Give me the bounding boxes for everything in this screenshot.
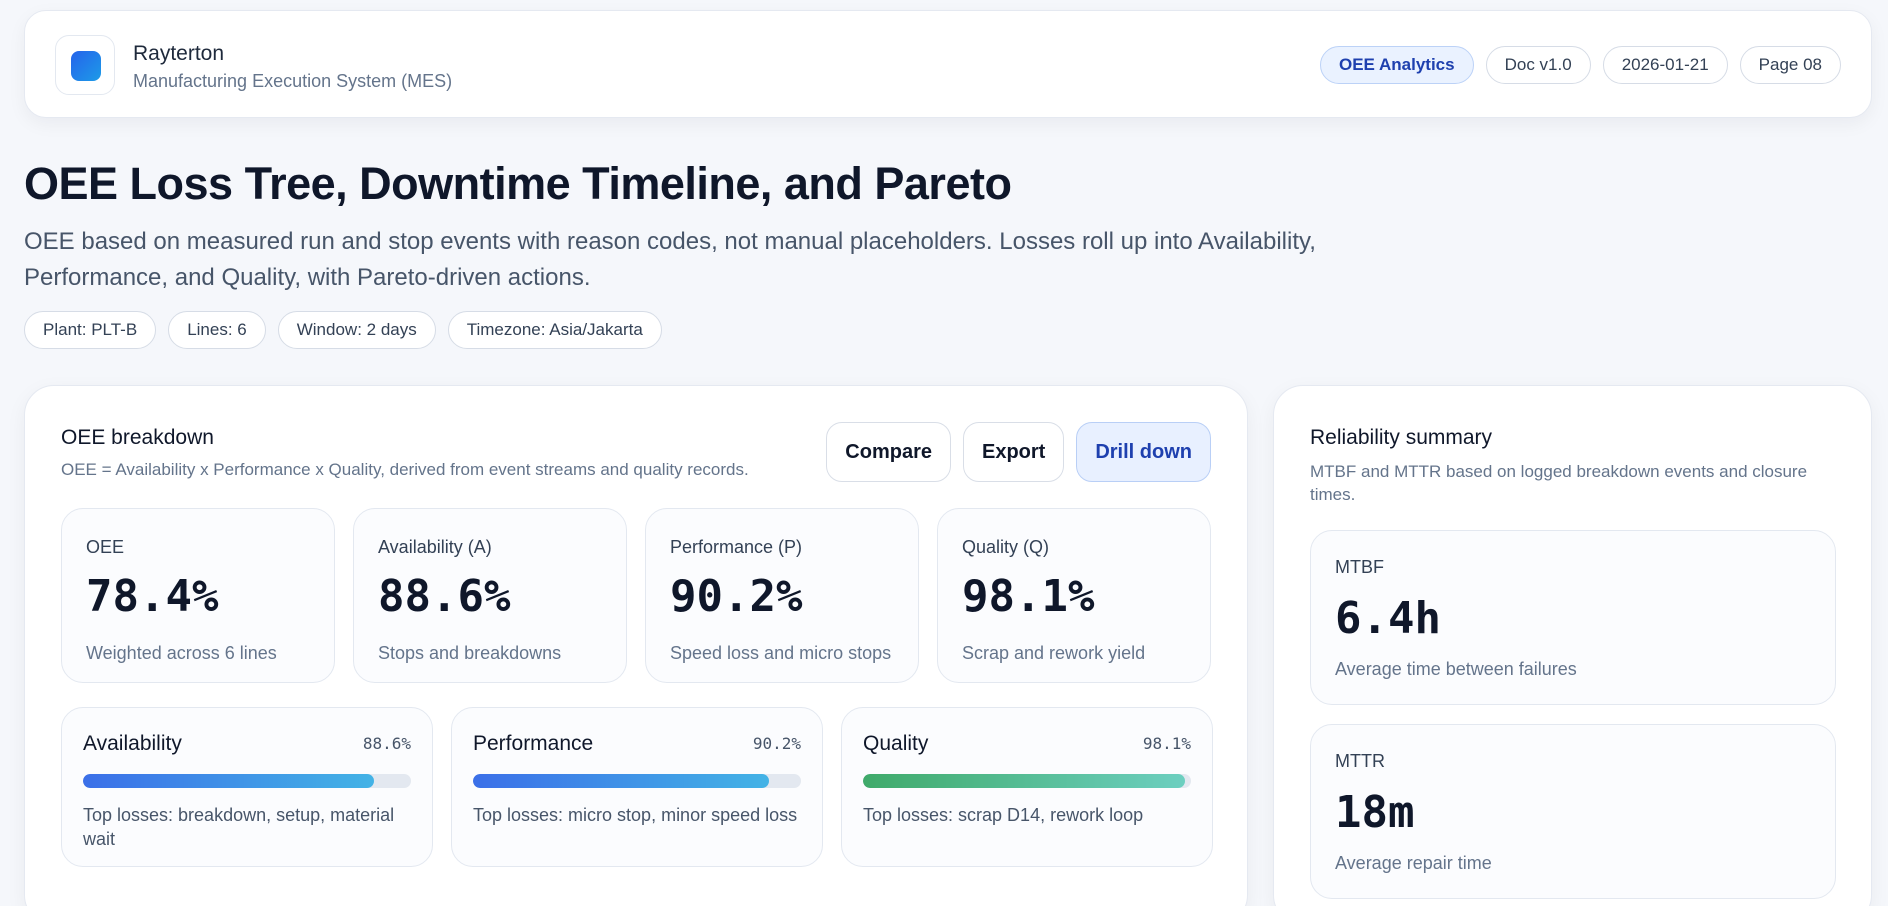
loss-note: Top losses: breakdown, setup, material w… bbox=[83, 805, 395, 849]
loss-card-availability[interactable]: Availability 88.6% Top losses: breakdown… bbox=[61, 707, 433, 867]
loss-card-quality[interactable]: Quality 98.1% Top losses: scrap D14, rew… bbox=[841, 707, 1213, 867]
progress-fill bbox=[473, 774, 769, 788]
kpi-note: Scrap and rework yield bbox=[962, 643, 1146, 663]
card-title: OEE breakdown bbox=[61, 426, 214, 449]
kpi-label: Availability (A) bbox=[378, 537, 492, 557]
card-subtitle: MTBF and MTTR based on logged breakdown … bbox=[1310, 462, 1808, 504]
metric-note: Average time between failures bbox=[1335, 659, 1577, 679]
loss-name: Quality bbox=[863, 732, 929, 755]
meta-chip-window: Window: 2 days bbox=[277, 311, 436, 349]
card-subtitle: OEE = Availability x Performance x Quali… bbox=[61, 460, 749, 479]
header-chips: OEE Analytics Doc v1.0 2026-01-21 Page 0… bbox=[1320, 46, 1841, 84]
meta-chips: Plant: PLT-B Lines: 6 Window: 2 days Tim… bbox=[24, 311, 662, 349]
metric-value: 18m bbox=[1335, 787, 1415, 838]
metric-value: 6.4h bbox=[1335, 593, 1441, 644]
progress-track bbox=[473, 774, 801, 788]
metric-label: MTTR bbox=[1335, 751, 1385, 771]
brand-name: Rayterton bbox=[133, 42, 225, 65]
chip-page: Page 08 bbox=[1739, 46, 1841, 84]
app-logo bbox=[55, 35, 115, 95]
loss-card-performance[interactable]: Performance 90.2% Top losses: micro stop… bbox=[451, 707, 823, 867]
chip-section[interactable]: OEE Analytics bbox=[1320, 46, 1474, 84]
meta-chip-lines: Lines: 6 bbox=[168, 311, 266, 349]
kpi-value: 98.1% bbox=[962, 571, 1095, 622]
top-header: Rayterton Manufacturing Execution System… bbox=[24, 10, 1872, 118]
mtbf-card[interactable]: MTBF 6.4h Average time between failures bbox=[1310, 530, 1836, 705]
kpi-value: 78.4% bbox=[86, 571, 219, 622]
page-description: OEE based on measured run and stop event… bbox=[24, 228, 1316, 291]
page-title: OEE Loss Tree, Downtime Timeline, and Pa… bbox=[24, 158, 1012, 209]
chip-date: 2026-01-21 bbox=[1602, 46, 1728, 84]
kpi-card-quality[interactable]: Quality (Q) 98.1% Scrap and rework yield bbox=[937, 508, 1211, 683]
reliability-summary-card: Reliability summary MTBF and MTTR based … bbox=[1273, 385, 1872, 906]
export-button[interactable]: Export bbox=[962, 422, 1065, 482]
logo-icon bbox=[71, 51, 101, 81]
loss-percent: 98.1% bbox=[1142, 734, 1191, 753]
loss-name: Performance bbox=[473, 732, 594, 755]
kpi-card-availability[interactable]: Availability (A) 88.6% Stops and breakdo… bbox=[353, 508, 627, 683]
progress-fill bbox=[83, 774, 374, 788]
kpi-value: 88.6% bbox=[378, 571, 511, 622]
meta-chip-timezone: Timezone: Asia/Jakarta bbox=[447, 311, 662, 349]
kpi-note: Speed loss and micro stops bbox=[670, 643, 892, 663]
kpi-card-oee[interactable]: OEE 78.4% Weighted across 6 lines bbox=[61, 508, 335, 683]
metric-note: Average repair time bbox=[1335, 853, 1492, 873]
kpi-note: Weighted across 6 lines bbox=[86, 643, 277, 663]
loss-bar-row: Availability 88.6% Top losses: breakdown… bbox=[61, 707, 1213, 867]
kpi-note: Stops and breakdowns bbox=[378, 643, 562, 663]
kpi-value: 90.2% bbox=[670, 571, 803, 622]
drill-down-button[interactable]: Drill down bbox=[1076, 422, 1211, 482]
card-actions: Compare Export Drill down bbox=[826, 422, 1211, 482]
kpi-row: OEE 78.4% Weighted across 6 lines Availa… bbox=[61, 508, 1211, 683]
card-title: Reliability summary bbox=[1310, 426, 1493, 449]
progress-track bbox=[83, 774, 411, 788]
meta-chip-plant: Plant: PLT-B bbox=[24, 311, 157, 349]
loss-percent: 88.6% bbox=[362, 734, 411, 753]
oee-breakdown-card: OEE breakdown OEE = Availability x Perfo… bbox=[24, 385, 1248, 906]
mttr-card[interactable]: MTTR 18m Average repair time bbox=[1310, 724, 1836, 899]
kpi-label: Performance (P) bbox=[670, 537, 803, 557]
loss-percent: 90.2% bbox=[752, 734, 801, 753]
kpi-card-performance[interactable]: Performance (P) 90.2% Speed loss and mic… bbox=[645, 508, 919, 683]
metric-label: MTBF bbox=[1335, 557, 1384, 577]
loss-name: Availability bbox=[83, 732, 182, 755]
loss-note: Top losses: micro stop, minor speed loss bbox=[473, 805, 798, 825]
kpi-label: Quality (Q) bbox=[962, 537, 1050, 557]
brand-subtitle: Manufacturing Execution System (MES) bbox=[133, 71, 453, 91]
compare-button[interactable]: Compare bbox=[826, 422, 951, 482]
chip-doc-version: Doc v1.0 bbox=[1485, 46, 1591, 84]
progress-track bbox=[863, 774, 1191, 788]
kpi-label: OEE bbox=[86, 537, 125, 557]
loss-note: Top losses: scrap D14, rework loop bbox=[863, 805, 1144, 825]
progress-fill bbox=[863, 774, 1185, 788]
